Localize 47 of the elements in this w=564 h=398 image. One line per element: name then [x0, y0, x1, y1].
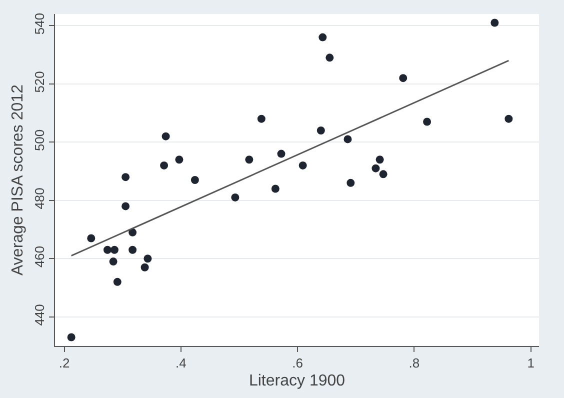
y-tick-label: 440 — [32, 304, 47, 326]
point — [162, 132, 170, 140]
point — [277, 150, 286, 158]
x-tick-label: .8 — [408, 356, 420, 371]
point — [298, 161, 307, 170]
x-tick-label: .2 — [58, 356, 70, 371]
point — [128, 246, 137, 254]
x-tick-label: 1 — [527, 356, 534, 371]
point — [128, 228, 137, 236]
point — [109, 258, 118, 266]
point — [175, 156, 184, 164]
point — [122, 202, 130, 210]
point — [144, 254, 152, 263]
point — [316, 126, 325, 134]
point — [318, 33, 327, 42]
y-axis-title: Average PISA scores 2012 — [10, 84, 27, 276]
point — [504, 114, 513, 123]
x-tick-label: .6 — [292, 356, 303, 371]
point — [87, 234, 96, 242]
y-tick-label: 500 — [32, 129, 47, 152]
point — [245, 156, 254, 164]
point — [423, 118, 432, 126]
point — [399, 74, 408, 82]
point — [344, 135, 352, 144]
point — [346, 178, 355, 187]
point — [326, 54, 334, 62]
y-tick-label: 520 — [32, 71, 47, 93]
x-axis-title: Literacy 1900 — [248, 372, 346, 390]
point — [110, 246, 118, 254]
point — [140, 263, 149, 272]
point — [160, 161, 168, 170]
y-tick-label: 540 — [32, 12, 47, 35]
point — [190, 176, 199, 184]
point — [103, 246, 112, 254]
point — [490, 18, 499, 27]
point — [122, 173, 130, 182]
point — [113, 278, 122, 286]
point — [67, 333, 76, 342]
point — [372, 164, 380, 172]
y-tick-label: 480 — [32, 188, 47, 210]
point — [231, 193, 240, 202]
point — [257, 114, 266, 123]
x-tick-label: .4 — [176, 356, 186, 371]
point — [271, 184, 280, 193]
point — [376, 156, 384, 164]
y-tick-label: 460 — [32, 246, 47, 268]
point — [379, 170, 388, 178]
